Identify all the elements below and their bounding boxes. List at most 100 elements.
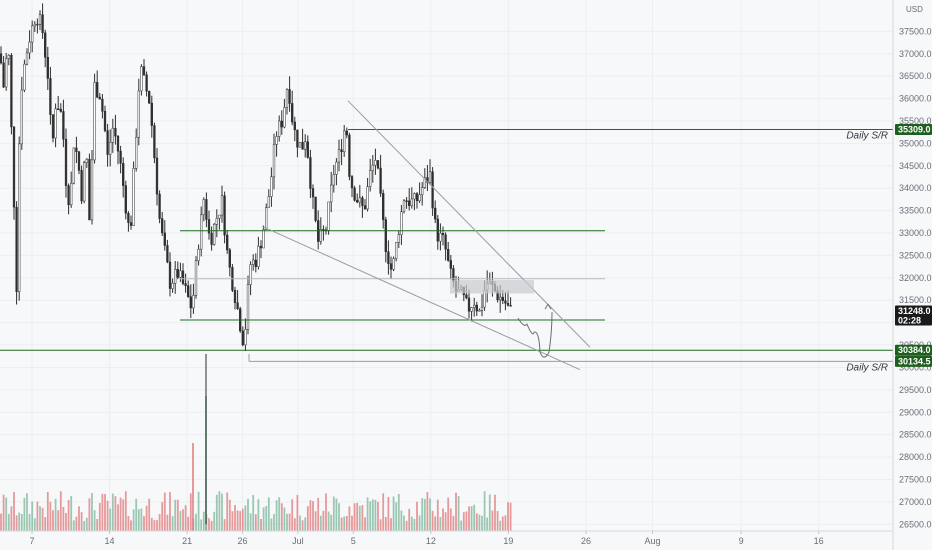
volume-bar [23, 497, 26, 531]
candle-body [111, 127, 114, 143]
volume-bar [377, 501, 379, 531]
candle-body [465, 294, 468, 299]
candle-body [371, 164, 374, 171]
y-tick-label: 36500.0 [899, 71, 932, 81]
candle-body [275, 136, 278, 145]
volume-bar [124, 491, 127, 531]
volume-bar [106, 500, 109, 531]
candle-body [473, 304, 476, 308]
volume-bar [244, 505, 247, 531]
y-tick-label: 37000.0 [899, 49, 932, 59]
volume-bar [153, 520, 156, 531]
volume-bar [143, 516, 145, 531]
candle-body [291, 103, 294, 123]
candle-body [267, 196, 270, 209]
candle-body [379, 167, 382, 194]
candle-body [200, 214, 203, 250]
volume-bar [356, 502, 359, 531]
x-tick-label: 7 [29, 536, 34, 546]
candle-body [283, 107, 286, 128]
price-axis[interactable]: 26500.0 27000.0 27500.0 28000.0 28500.0 29000… [899, 26, 932, 529]
time-axis[interactable]: 7 14 21 26 Jul 5 12 19 26 Aug 9 16 [29, 531, 824, 546]
candle-body [31, 25, 34, 43]
volume-bar [488, 494, 491, 531]
candle-body [449, 260, 452, 269]
volume-bar [465, 511, 468, 531]
candle-body [171, 282, 174, 289]
volume-bar [122, 499, 125, 531]
candle-body [475, 304, 478, 312]
volume-bar [247, 498, 249, 531]
x-tick-label: 21 [182, 536, 192, 546]
volume-bar [163, 492, 166, 531]
volume-bar [340, 517, 343, 531]
volume-bar [171, 516, 174, 531]
volume-bar [166, 514, 169, 531]
volume-bar [426, 491, 429, 531]
volume-bar [26, 493, 28, 531]
candle-body [226, 234, 229, 251]
candle-body [257, 245, 260, 267]
volume-bar [304, 517, 307, 531]
candle-body [431, 171, 434, 209]
candle-body [215, 218, 218, 225]
candle-body [46, 56, 49, 79]
candle-body [330, 184, 333, 203]
candle-body [7, 55, 10, 59]
candle-body [67, 185, 70, 206]
volume-bar [442, 508, 444, 531]
candle-body [220, 195, 224, 216]
candle-body [480, 306, 484, 311]
candle-body [15, 206, 18, 292]
volume-bar [57, 510, 60, 531]
candle-body [106, 130, 109, 155]
candle-body [376, 160, 380, 169]
candle-body [57, 108, 60, 111]
volume-bar [358, 505, 361, 531]
candle-body [345, 130, 348, 136]
volume-bar [475, 513, 478, 531]
candle-body [140, 66, 143, 92]
y-tick-label: 26500.0 [899, 519, 932, 529]
volume-bar [460, 520, 463, 531]
candle-body [441, 233, 445, 236]
volume-bar [306, 506, 309, 531]
volume-bar [423, 499, 426, 531]
candle-body [410, 198, 413, 206]
drawn-lines [0, 100, 893, 371]
candle-body [150, 102, 153, 126]
candle-body [311, 188, 315, 198]
candle-body [62, 111, 65, 140]
volume-bar [434, 516, 437, 531]
candle-body [314, 196, 317, 221]
candle-body [158, 193, 161, 219]
candle-body [249, 264, 252, 285]
volume-bar [88, 498, 91, 531]
volume-bar [486, 517, 489, 531]
candle-body [343, 130, 346, 153]
volume-bar [52, 510, 54, 531]
volume-bar [478, 514, 481, 531]
candle-body [122, 163, 125, 186]
candle-body [340, 149, 343, 153]
volume-bar [195, 513, 197, 531]
candle-body [252, 259, 255, 265]
x-tick-label: 5 [351, 536, 356, 546]
candle-body [296, 129, 299, 148]
volume-bar [114, 496, 117, 531]
volume-bar [236, 510, 239, 531]
candle-body [202, 199, 205, 216]
candle-body [259, 245, 263, 249]
candle-body [389, 263, 393, 270]
candle-body [161, 218, 164, 234]
candle-body [38, 14, 42, 25]
volume-bar [382, 493, 385, 531]
volume-bar [127, 515, 130, 531]
x-tick-label: 19 [503, 536, 513, 546]
volume-bar [319, 515, 322, 531]
candle-body [506, 303, 510, 306]
candle-body [210, 232, 213, 245]
candle-body [397, 234, 400, 243]
volume-bar [301, 520, 304, 531]
